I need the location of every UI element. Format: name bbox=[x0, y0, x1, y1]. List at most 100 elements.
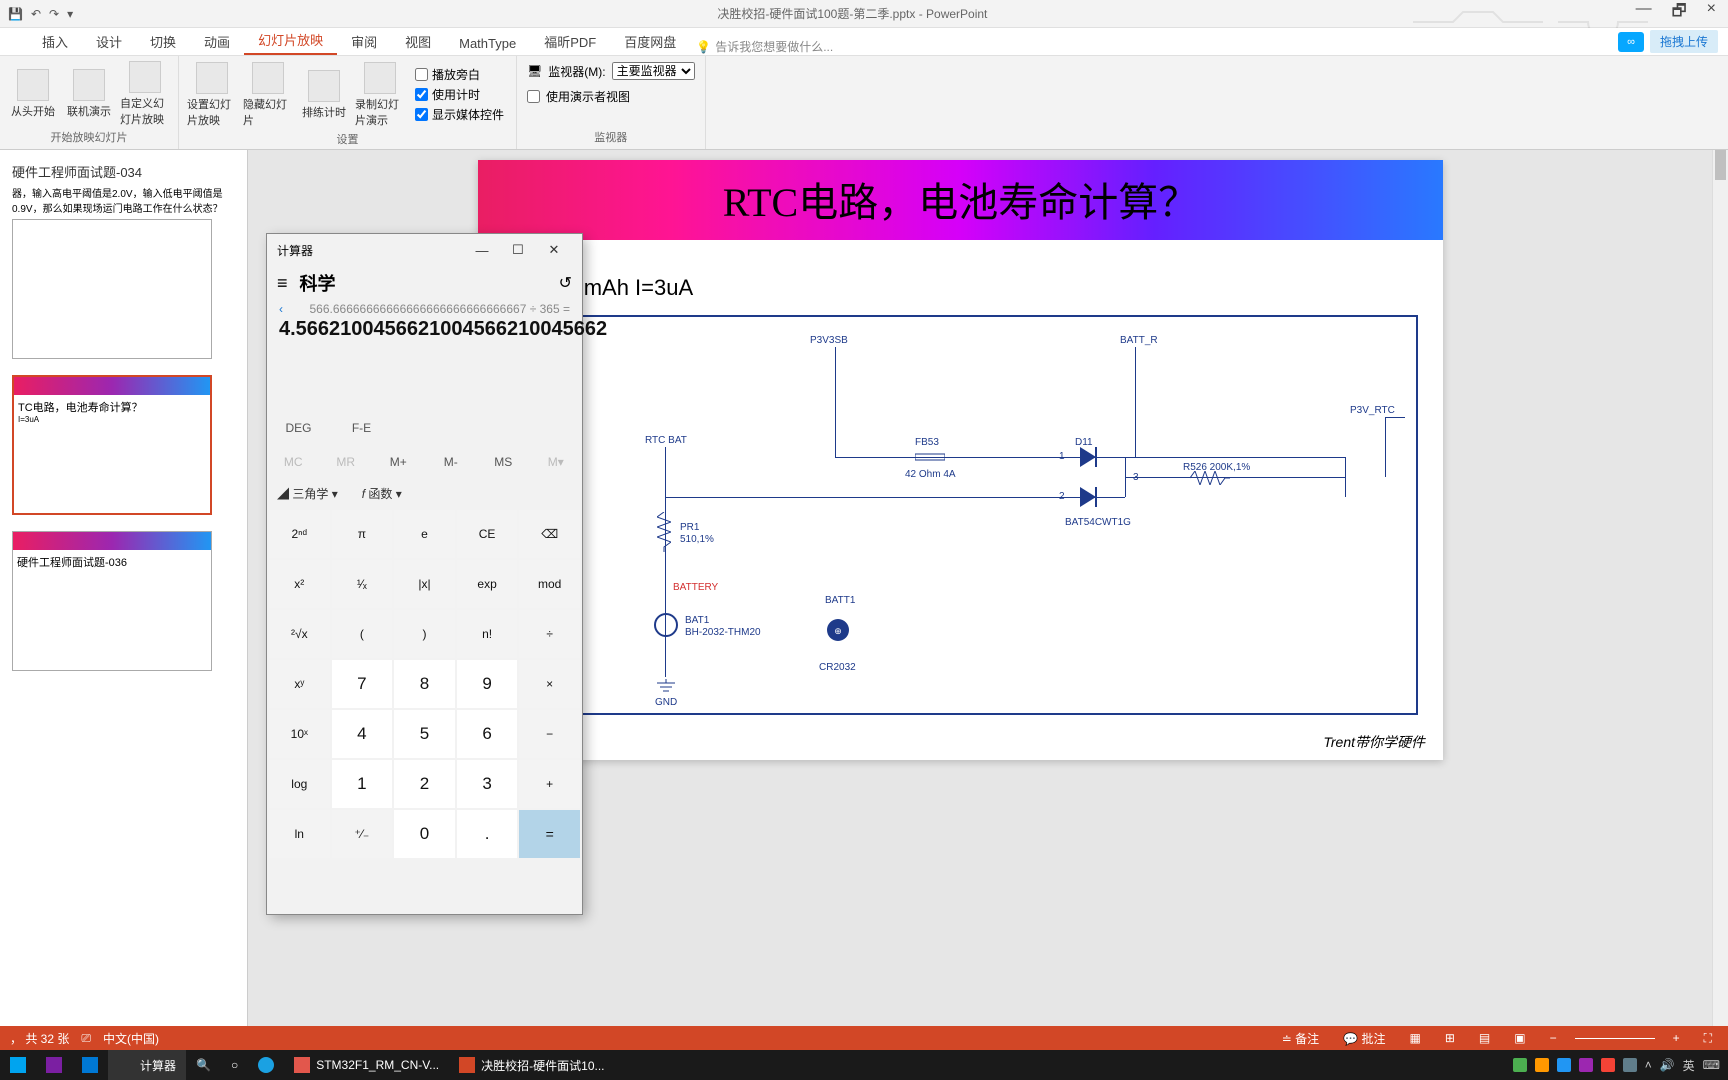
mr-button[interactable]: MR bbox=[320, 445, 373, 479]
thumbnail-36[interactable]: 硬件工程师面试题-036 bbox=[8, 527, 243, 675]
key-dot[interactable]: . bbox=[457, 810, 518, 858]
tray-icon[interactable] bbox=[1513, 1058, 1527, 1072]
narration-checkbox[interactable]: 播放旁白 bbox=[415, 66, 504, 83]
sorter-view-icon[interactable]: ⊞ bbox=[1439, 1031, 1461, 1045]
start-button[interactable] bbox=[0, 1050, 36, 1080]
from-beginning-button[interactable]: 从头开始 bbox=[8, 60, 58, 127]
minimize-icon[interactable]: — bbox=[1636, 0, 1652, 27]
tab-transitions[interactable]: 切换 bbox=[136, 28, 190, 55]
taskbar-ppt[interactable]: 决胜校招-硬件面试10... bbox=[449, 1050, 614, 1080]
key-4[interactable]: 4 bbox=[332, 710, 393, 758]
key-0[interactable]: 0 bbox=[394, 810, 455, 858]
tray-icon[interactable] bbox=[1579, 1058, 1593, 1072]
key-fact[interactable]: n! bbox=[457, 610, 518, 658]
key-5[interactable]: 5 bbox=[394, 710, 455, 758]
key-rparen[interactable]: ) bbox=[394, 610, 455, 658]
hide-slide-button[interactable]: 隐藏幻灯片 bbox=[243, 60, 293, 129]
key-recip[interactable]: ¹⁄ₓ bbox=[332, 560, 393, 608]
undo-icon[interactable]: ↶ bbox=[31, 7, 41, 21]
tab-file[interactable] bbox=[0, 47, 28, 55]
mc-button[interactable]: MC bbox=[267, 445, 320, 479]
key-2nd[interactable]: 2ⁿᵈ bbox=[269, 510, 330, 558]
key-ln[interactable]: ln bbox=[269, 810, 330, 858]
monitor-select[interactable]: 主要监视器 bbox=[612, 62, 695, 80]
key-1[interactable]: 1 bbox=[332, 760, 393, 808]
record-button[interactable]: 录制幻灯片演示 bbox=[355, 60, 405, 129]
qat-more-icon[interactable]: ▾ bbox=[67, 7, 73, 21]
redo-icon[interactable]: ↷ bbox=[49, 7, 59, 21]
key-backspace[interactable]: ⌫ bbox=[519, 510, 580, 558]
key-mul[interactable]: × bbox=[519, 660, 580, 708]
slideshow-view-icon[interactable]: ▣ bbox=[1508, 1031, 1531, 1045]
restore-icon[interactable]: 🗗 bbox=[1672, 0, 1687, 27]
tab-animations[interactable]: 动画 bbox=[190, 28, 244, 55]
zoom-in-icon[interactable]: + bbox=[1667, 1031, 1686, 1045]
key-9[interactable]: 9 bbox=[457, 660, 518, 708]
media-checkbox[interactable]: 显示媒体控件 bbox=[415, 106, 504, 123]
spellcheck-icon[interactable]: ⎚ bbox=[81, 1031, 91, 1046]
ms-button[interactable]: MS bbox=[477, 445, 530, 479]
tell-me-search[interactable]: 💡 告诉我您想要做什么... bbox=[696, 38, 833, 55]
fe-button[interactable]: F-E bbox=[330, 411, 393, 445]
key-add[interactable]: + bbox=[519, 760, 580, 808]
thumbnail-35[interactable]: TC电路，电池寿命计算？ I=3uA bbox=[8, 371, 243, 519]
zoom-slider[interactable] bbox=[1575, 1038, 1655, 1039]
present-online-button[interactable]: 联机演示 bbox=[64, 60, 114, 127]
history-icon[interactable]: ↺ bbox=[559, 273, 572, 293]
taskbar-search[interactable]: 🔍 bbox=[186, 1050, 221, 1080]
tray-icon[interactable] bbox=[1601, 1058, 1615, 1072]
calc-maximize-icon[interactable]: ☐ bbox=[500, 242, 536, 258]
ime-indicator[interactable]: 英 bbox=[1683, 1057, 1695, 1074]
fit-icon[interactable]: ⛶ bbox=[1698, 1031, 1718, 1046]
key-mod[interactable]: mod bbox=[519, 560, 580, 608]
menu-icon[interactable]: ≡ bbox=[277, 273, 288, 294]
tab-design[interactable]: 设计 bbox=[82, 28, 136, 55]
key-log[interactable]: log bbox=[269, 760, 330, 808]
key-3[interactable]: 3 bbox=[457, 760, 518, 808]
taskbar-app[interactable] bbox=[36, 1050, 72, 1080]
mplus-button[interactable]: M+ bbox=[372, 445, 425, 479]
ime-keyboard-icon[interactable]: ⌨ bbox=[1703, 1058, 1720, 1072]
deg-button[interactable]: DEG bbox=[267, 411, 330, 445]
tab-baidu[interactable]: 百度网盘 bbox=[610, 28, 690, 55]
key-neg[interactable]: ⁺⁄₋ bbox=[332, 810, 393, 858]
calc-minimize-icon[interactable]: — bbox=[464, 243, 500, 258]
taskbar-app[interactable] bbox=[72, 1050, 108, 1080]
taskbar-edge[interactable] bbox=[248, 1050, 284, 1080]
key-2[interactable]: 2 bbox=[394, 760, 455, 808]
reading-view-icon[interactable]: ▤ bbox=[1473, 1031, 1496, 1045]
comments-button[interactable]: 💬 批注 bbox=[1337, 1030, 1391, 1047]
tab-review[interactable]: 审阅 bbox=[337, 28, 391, 55]
normal-view-icon[interactable]: ▦ bbox=[1403, 1031, 1426, 1045]
thumbnail-34[interactable]: 硬件工程师面试题-034 器，输入高电平阈值是2.0V，输入低电平阈值是0.9V… bbox=[8, 158, 243, 363]
tray-chevron-icon[interactable]: ˄ bbox=[1645, 1058, 1652, 1072]
mminus-button[interactable]: M- bbox=[425, 445, 478, 479]
key-8[interactable]: 8 bbox=[394, 660, 455, 708]
calc-close-icon[interactable]: ✕ bbox=[536, 242, 572, 258]
custom-show-button[interactable]: 自定义幻灯片放映 bbox=[120, 60, 170, 127]
tab-slideshow[interactable]: 幻灯片放映 bbox=[244, 26, 337, 55]
tray-icon[interactable] bbox=[1623, 1058, 1637, 1072]
taskbar-pdf[interactable]: STM32F1_RM_CN-V... bbox=[284, 1050, 449, 1080]
key-div[interactable]: ÷ bbox=[519, 610, 580, 658]
key-exp[interactable]: exp bbox=[457, 560, 518, 608]
tab-foxit[interactable]: 福昕PDF bbox=[530, 28, 610, 55]
language[interactable]: 中文(中国) bbox=[103, 1030, 159, 1047]
key-e[interactable]: e bbox=[394, 510, 455, 558]
vertical-scrollbar[interactable] bbox=[1712, 150, 1728, 1030]
calc-titlebar[interactable]: 计算器 — ☐ ✕ bbox=[267, 234, 582, 266]
presenter-view-checkbox[interactable]: 使用演示者视图 bbox=[525, 86, 697, 107]
key-pi[interactable]: π bbox=[332, 510, 393, 558]
taskbar-cortana[interactable]: ○ bbox=[221, 1050, 248, 1080]
key-sub[interactable]: − bbox=[519, 710, 580, 758]
key-ce[interactable]: CE bbox=[457, 510, 518, 558]
key-6[interactable]: 6 bbox=[457, 710, 518, 758]
setup-button[interactable]: 设置幻灯片放映 bbox=[187, 60, 237, 129]
key-10x[interactable]: 10ˣ bbox=[269, 710, 330, 758]
mv-button[interactable]: M▾ bbox=[530, 445, 583, 479]
tab-view[interactable]: 视图 bbox=[391, 28, 445, 55]
key-sqrt[interactable]: ²√x bbox=[269, 610, 330, 658]
key-sq[interactable]: x² bbox=[269, 560, 330, 608]
save-icon[interactable]: 💾 bbox=[8, 7, 23, 21]
tab-insert[interactable]: 插入 bbox=[28, 28, 82, 55]
